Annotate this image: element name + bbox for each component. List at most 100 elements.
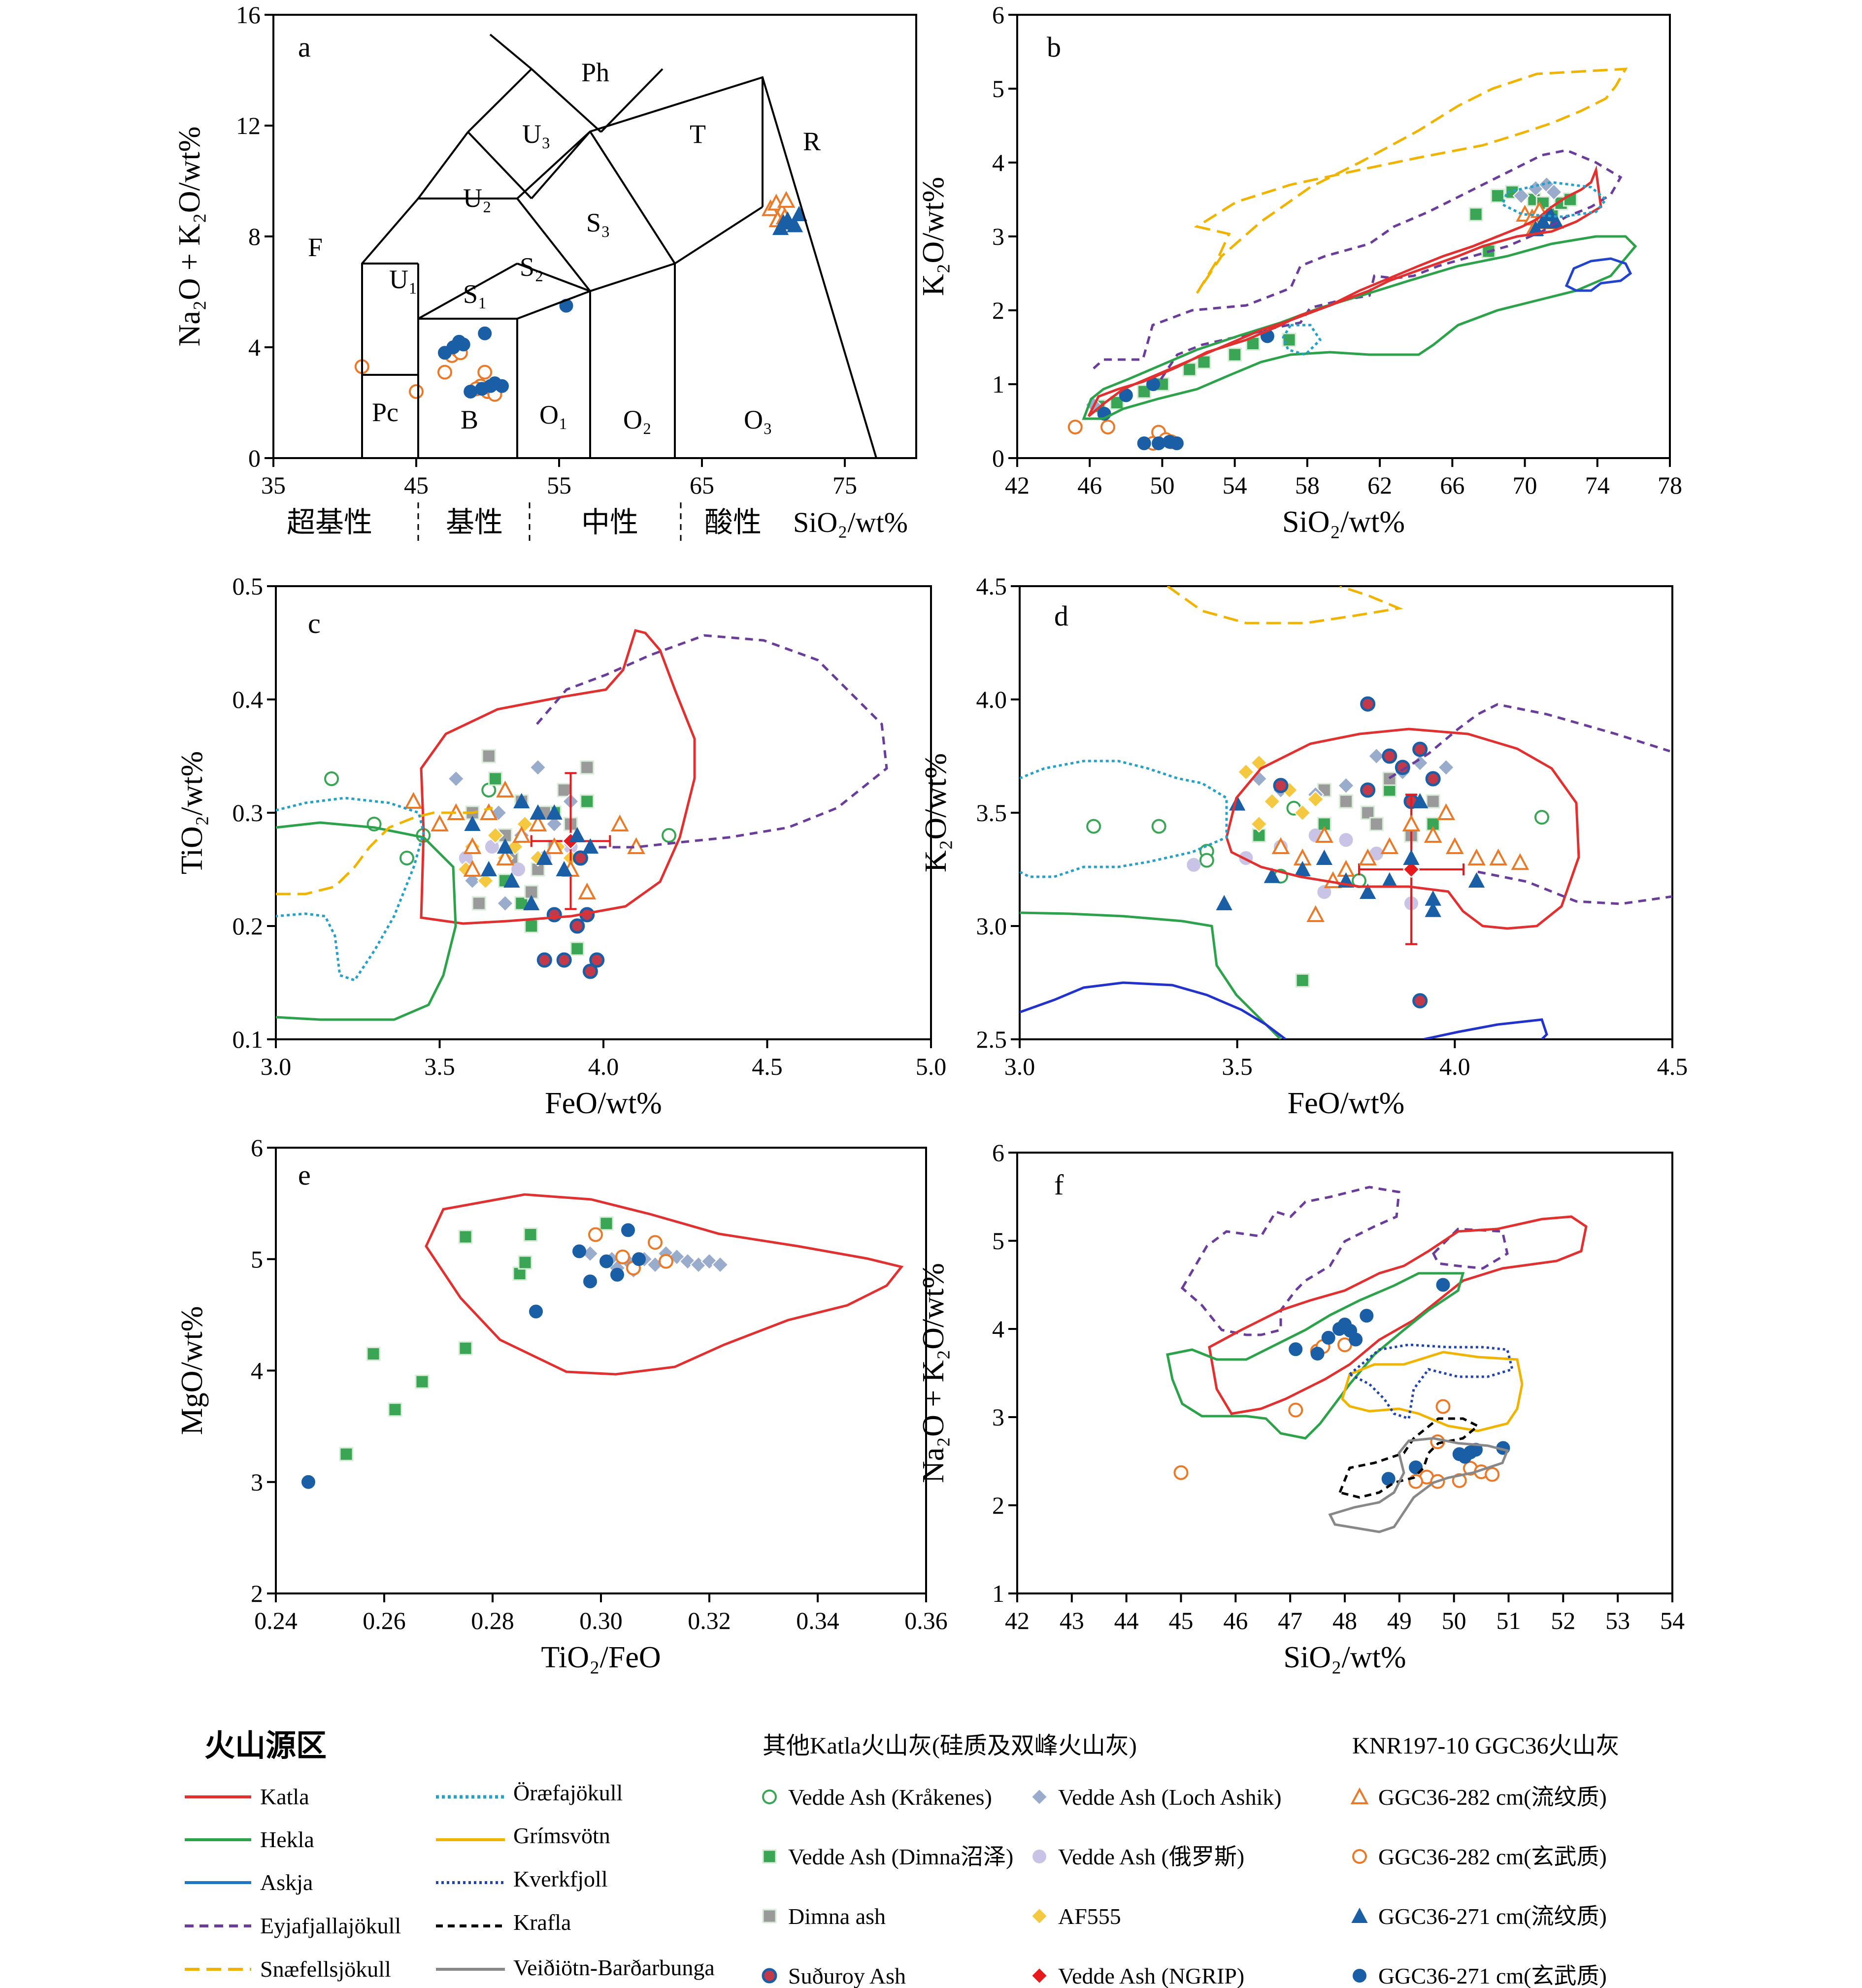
data-point-vedde-ash-dimna xyxy=(388,1402,402,1417)
data-point-ggc36-282-cm xyxy=(1467,848,1486,865)
legend-marker-vedde-ash-kr-kenes xyxy=(762,1789,777,1804)
data-point-ggc36-282-cm xyxy=(1067,420,1083,434)
x-tick-label: 62 xyxy=(1367,471,1392,499)
data-point-ggc36-282-cm xyxy=(404,792,423,809)
data-point-ggc36-271-cm xyxy=(610,1267,624,1282)
data-point-af555 xyxy=(1294,804,1311,822)
data-point-vedde-ash-loch-ashik xyxy=(1437,759,1455,776)
legend-marker-su-uroy-ash xyxy=(762,1968,777,1984)
data-point-ggc36-282-cm xyxy=(1485,1467,1500,1482)
y-tick-label: 5 xyxy=(992,75,1004,102)
field-hekla xyxy=(1082,235,1637,420)
data-point-ggc36-282-cm xyxy=(496,848,514,865)
y-tick-label: 5 xyxy=(251,1245,263,1273)
field-katla xyxy=(1208,1215,1588,1415)
data-point-ggc36-271-cm xyxy=(632,1252,646,1266)
legend-label-vedde-ash-loch-ashik: Vedde Ash (Loch Ashik) xyxy=(1058,1785,1282,1810)
data-point-ggc36-282-cm xyxy=(578,882,597,899)
x-tick-label: 46 xyxy=(1077,471,1102,499)
field-S3: S₃ xyxy=(586,208,610,237)
y-tick-label: 3 xyxy=(251,1468,263,1496)
data-point-ggc36-271-cm xyxy=(529,1304,543,1319)
y-tick-label: 2 xyxy=(992,1491,1004,1519)
x-axis-label: FeO/wt% xyxy=(545,1087,662,1120)
legend-column-other-katla: Vedde Ash (Kråkenes) Vedde Ash (Dimna沼泽) D… xyxy=(762,1785,1013,1988)
data-point-dimna-ash xyxy=(1426,794,1440,809)
plot-frame-e xyxy=(275,1147,927,1594)
category-ultrabasic: 超基性 xyxy=(287,506,372,538)
data-point-vedde-ash-dimna xyxy=(415,1374,430,1389)
y-tick-label: 4 xyxy=(992,1315,1004,1343)
data-point-vedde-ash-loch-ashik xyxy=(711,1256,729,1273)
legend-label-vedde-ash: Vedde Ash (俄罗斯) xyxy=(1058,1844,1244,1869)
y-tick-label: 0.2 xyxy=(233,912,264,940)
field-B: B xyxy=(461,405,478,434)
legend-label-ggc36-271-cm: GGC36-271 cm(流纹质) xyxy=(1378,1904,1607,1929)
legend-marker-vedde-ash-loch-ashik xyxy=(1031,1788,1048,1806)
y-tick-label: 0 xyxy=(248,444,261,472)
data-point-ggc36-282-cm xyxy=(1424,826,1442,843)
x-tick-label: 48 xyxy=(1332,1607,1357,1634)
y-tick-label: 0.5 xyxy=(233,572,264,600)
field-hekla xyxy=(1020,911,1282,1039)
x-tick-label: 3.0 xyxy=(261,1053,292,1080)
data-point-ggc36-282-cm xyxy=(1445,837,1464,854)
field-askja xyxy=(1564,257,1632,292)
x-tick-label: 3.5 xyxy=(1222,1053,1253,1080)
legend-label-eyjafjallajokull: Eyjafjallajökull xyxy=(260,1913,401,1938)
data-point-ggc36-271-cm xyxy=(1403,849,1420,865)
legend-label-veidiotn-bardarbunga: Veiðiötn-Barðarbunga xyxy=(513,1955,715,1980)
data-point-ggc36-271-cm xyxy=(464,815,481,831)
panel-letter-c: c xyxy=(308,607,321,639)
data-point-su-uroy-ash xyxy=(569,918,585,934)
data-point-ggc36-271-cm xyxy=(1216,895,1232,910)
y-tick-label: 1 xyxy=(992,370,1004,398)
data-points-a xyxy=(354,191,807,402)
y-axis-label: K₂O/wt% xyxy=(917,177,950,296)
x-tick-label: 0.28 xyxy=(471,1607,514,1634)
x-tick-label: 0.36 xyxy=(904,1607,948,1634)
data-point-ggc36-271-cm xyxy=(480,861,497,876)
data-point-vedde-ash-loch-ashik xyxy=(497,895,514,912)
legend-marker-af555 xyxy=(1031,1907,1048,1925)
data-point-ggc36-282-cm xyxy=(1173,1465,1189,1480)
data-point-vedde-ash-dimna xyxy=(366,1347,381,1361)
legend-marker-ggc36-271-cm xyxy=(1351,1907,1368,1923)
rock-category-labels: 超基性 基性 中性 酸性 SiO₂/wt% xyxy=(287,502,908,544)
panel-letter-b: b xyxy=(1047,31,1061,63)
legend-label-vedde-ash-dimna: Vedde Ash (Dimna沼泽) xyxy=(788,1844,1013,1869)
data-point-su-uroy-ash xyxy=(1412,993,1428,1009)
data-point-vedde-ash-ngrip xyxy=(1402,861,1420,878)
data-point-ggc36-271-cm xyxy=(530,804,546,820)
data-point-vedde-ash-dimna xyxy=(1295,973,1310,988)
y-tick-label: 3.0 xyxy=(976,912,1007,940)
y-tick-label: 6 xyxy=(992,1139,1004,1166)
field-oraefajokull xyxy=(1020,760,1228,878)
x-tick-label: 51 xyxy=(1496,1607,1521,1634)
x-tick-label: 54 xyxy=(1223,471,1247,499)
data-points-b xyxy=(1067,176,1578,451)
legend-label-kverkfjoll: Kverkfjoll xyxy=(513,1866,608,1891)
data-point-af555 xyxy=(1307,790,1325,808)
panel-c: 3.0 3.5 4.0 4.5 5.0 0.1 0.2 0.3 0.4 0.5 c FeO/wt% Ti… xyxy=(175,572,946,1120)
data-point-ggc36-282-cm xyxy=(1315,826,1333,843)
legend-title-other-katla: 其他Katla火山灰(硅质及双峰火山灰) xyxy=(763,1733,1137,1759)
field-eyjafjallajokull xyxy=(1180,1186,1509,1336)
panel-letter-a: a xyxy=(298,31,311,63)
field-S2: S₂ xyxy=(520,252,544,282)
data-point-ggc36-271-cm xyxy=(513,793,530,808)
field-U2: U₂ xyxy=(463,183,492,213)
data-point-ggc36-282-cm xyxy=(431,814,449,831)
tas-field-labels: F Ph U₃ T R U₂ S₃ U₁ S₂ S₁ Pc B O₁ O₂ O₃ xyxy=(308,58,821,434)
legend: 火山源区 Katla Hekla Askja Eyjafjallajökull … xyxy=(185,1729,1620,1988)
data-point-ggc36-271-cm xyxy=(599,1254,613,1268)
y-tick-label: 2 xyxy=(251,1580,263,1607)
data-point-dimna-ash xyxy=(1369,817,1384,831)
data-point-vedde-ash-loch-ashik xyxy=(529,759,547,776)
data-point-vedde-ash-kr-kenes xyxy=(1086,819,1101,834)
data-points-c xyxy=(324,749,676,979)
data-point-vedde-ash xyxy=(511,862,526,876)
data-point-ggc36-282-cm xyxy=(1359,848,1377,865)
data-point-ggc36-282-cm xyxy=(1337,1337,1352,1353)
